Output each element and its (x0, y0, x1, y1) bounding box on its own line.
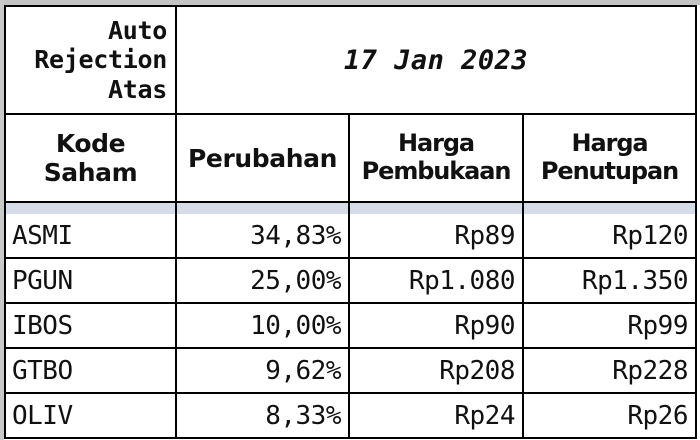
cell-perubahan: 34,83% (175, 214, 350, 259)
column-header-harga-pembukaan: Harga Pembukaan (348, 113, 524, 203)
column-header-penutupan-line-1: Harga (571, 129, 649, 158)
table-header-row: Kode Saham Perubahan Harga Pembukaan Har… (4, 113, 697, 203)
cell-harga-penutupan: Rp99 (522, 303, 697, 349)
cell-perubahan: 8,33% (175, 393, 350, 439)
cell-perubahan: 9,62% (175, 348, 350, 394)
title-text-2: Rejection (34, 45, 167, 75)
band-cell-close (522, 201, 697, 214)
page-edge-top (0, 0, 700, 5)
cell-harga-pembukaan: Rp208 (348, 348, 524, 394)
cell-kode-saham: OLIV (4, 393, 177, 439)
table-row: PGUN 25,00% Rp1.080 Rp1.350 (4, 258, 697, 304)
column-header-perubahan: Perubahan (175, 113, 350, 203)
cell-harga-penutupan: Rp26 (522, 393, 697, 439)
column-header-kode-line-2: Saham (43, 158, 138, 187)
table-title-row: Auto Rejection Atas 17 Jan 2023 (4, 5, 697, 115)
cell-kode-saham: IBOS (4, 303, 177, 349)
auto-rejection-atas-table: Auto Rejection Atas 17 Jan 2023 Kode Sah… (4, 5, 697, 439)
cell-harga-penutupan: Rp120 (522, 214, 697, 259)
band-cell-kode (4, 201, 177, 214)
cell-kode-saham: PGUN (4, 258, 177, 304)
band-cell-chg (175, 201, 350, 214)
column-header-kode-saham: Kode Saham (4, 113, 177, 203)
cell-perubahan: 25,00% (175, 258, 350, 304)
cell-harga-pembukaan: Rp89 (348, 214, 524, 259)
column-header-pembukaan-line-1: Harga (398, 129, 475, 158)
cell-kode-saham: GTBO (4, 348, 177, 394)
title-text-3: Atas (107, 74, 167, 104)
cell-harga-penutupan: Rp1.350 (522, 258, 697, 304)
table-row: OLIV 8,33% Rp24 Rp26 (4, 393, 697, 439)
table-row: ASMI 34,83% Rp89 Rp120 (4, 214, 697, 259)
page-edge-left (0, 0, 4, 440)
column-header-penutupan-line-2: Penutupan (540, 157, 679, 185)
column-header-harga-penutupan: Harga Penutupan (522, 113, 697, 203)
header-separator-band (4, 201, 697, 214)
table-container: Auto Rejection Atas 17 Jan 2023 Kode Sah… (4, 5, 697, 439)
cell-perubahan: 10,00% (175, 303, 350, 349)
cell-kode-saham: ASMI (4, 214, 177, 259)
table-row: IBOS 10,00% Rp90 Rp99 (4, 303, 697, 349)
title-text-1: Auto (107, 15, 167, 45)
cell-harga-pembukaan: Rp24 (348, 393, 524, 439)
cell-harga-pembukaan: Rp90 (348, 303, 524, 349)
cell-harga-penutupan: Rp228 (522, 348, 697, 394)
cell-harga-pembukaan: Rp1.080 (348, 258, 524, 304)
column-header-kode-line-1: Kode (55, 129, 126, 158)
column-header-pembukaan-line-2: Pembukaan (361, 157, 512, 185)
table-title-line-1: Auto (108, 16, 167, 45)
band-cell-open (348, 201, 524, 214)
table-title-cell: Auto Rejection Atas (4, 5, 177, 115)
table-date-cell: 17 Jan 2023 (175, 5, 697, 115)
table-row: GTBO 9,62% Rp208 Rp228 (4, 348, 697, 394)
